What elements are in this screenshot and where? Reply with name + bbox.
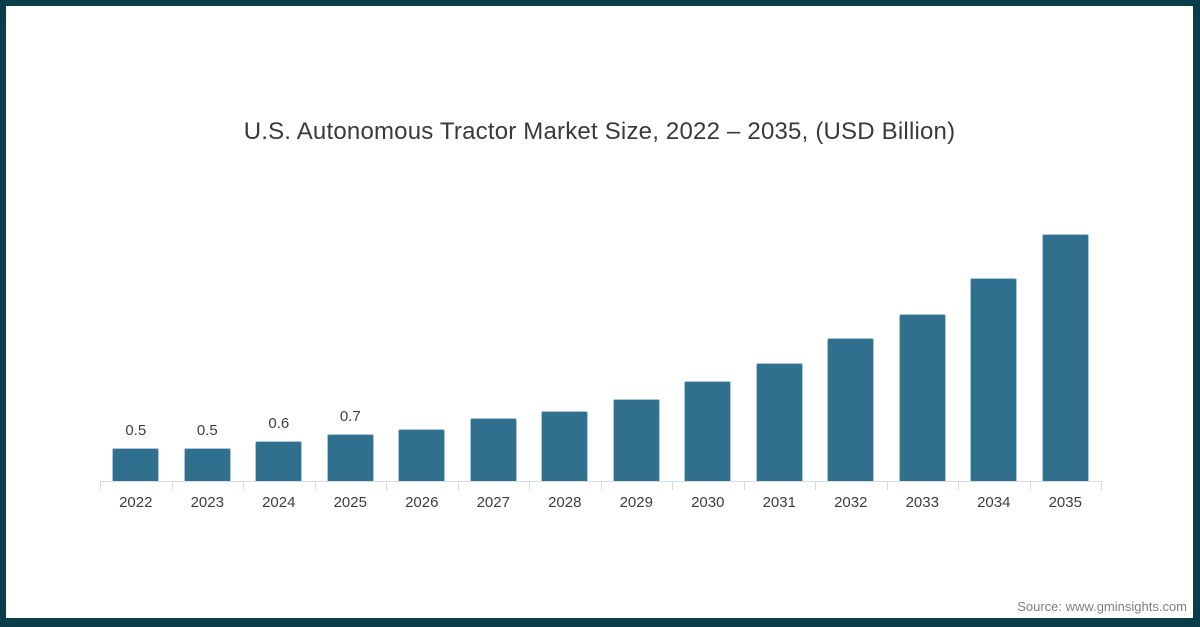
- x-tick-label-2024: 2024: [262, 494, 296, 511]
- bar-slot-2031: [744, 220, 816, 481]
- axis-tick: [1101, 482, 1102, 490]
- x-tick-label-2023: 2023: [190, 494, 224, 511]
- chart-title: U.S. Autonomous Tractor Market Size, 202…: [243, 118, 956, 145]
- axis-tick: [1029, 482, 1031, 490]
- bar-2033: [898, 314, 946, 481]
- bar-2034: [970, 278, 1018, 481]
- bar-2023: [183, 448, 231, 481]
- axis-tick: [886, 482, 888, 490]
- axis-tick: [815, 482, 816, 490]
- bar-2027: [469, 418, 517, 481]
- bar-slot-2032: [815, 220, 887, 481]
- x-axis-line: [100, 481, 1102, 482]
- bar-2022: [112, 448, 160, 481]
- bar-2024: [255, 441, 303, 481]
- x-tick-label-2034: 2034: [977, 494, 1011, 511]
- x-tick-label-2025: 2025: [333, 494, 367, 511]
- x-tick-label-2032: 2032: [834, 494, 868, 511]
- bar-slot-2028: [529, 220, 601, 481]
- x-tick-label-2033: 2033: [905, 494, 939, 511]
- bar-slot-2033: [887, 220, 959, 481]
- bar-slot-2030: [672, 220, 744, 481]
- x-tick-label-2030: 2030: [691, 494, 725, 511]
- bar-2029: [612, 399, 660, 481]
- bar-2026: [398, 429, 446, 481]
- value-label-2024: 0.6: [268, 415, 290, 432]
- bar-2031: [755, 363, 803, 481]
- axis-tick: [743, 482, 745, 490]
- value-label-2023: 0.5: [196, 422, 218, 439]
- axis-tick: [100, 482, 101, 490]
- axis-tick: [171, 482, 173, 490]
- bar-slot-2025: 0.7: [315, 220, 387, 481]
- bar-slot-2035: [1030, 220, 1102, 481]
- axis-tick: [672, 482, 673, 490]
- bar-slot-2027: [458, 220, 530, 481]
- x-tick-label-2029: 2029: [619, 494, 653, 511]
- bar-2035: [1041, 234, 1089, 481]
- bar-2032: [827, 338, 875, 481]
- bar-slot-2026: [386, 220, 458, 481]
- bar-slot-2029: [601, 220, 673, 481]
- axis-tick: [529, 482, 530, 490]
- bar-slot-2034: [958, 220, 1030, 481]
- x-tick-label-2027: 2027: [476, 494, 510, 511]
- plot-area: 0.5 0.5 0.6 0.7: [100, 220, 1101, 481]
- bar-2030: [684, 381, 732, 481]
- bar-2025: [326, 434, 374, 481]
- x-tick-label-2035: 2035: [1048, 494, 1082, 511]
- bar-2028: [541, 411, 589, 481]
- axis-tick: [243, 482, 244, 490]
- axis-tick: [958, 482, 959, 490]
- x-tick-label-2022: 2022: [119, 494, 153, 511]
- chart-canvas: U.S. Autonomous Tractor Market Size, 202…: [6, 6, 1193, 618]
- axis-tick: [457, 482, 459, 490]
- value-label-2022: 0.5: [125, 422, 147, 439]
- axis-tick: [386, 482, 387, 490]
- x-tick-label-2026: 2026: [405, 494, 439, 511]
- x-tick-label-2031: 2031: [762, 494, 796, 511]
- value-label-2025: 0.7: [339, 408, 361, 425]
- axis-tick: [314, 482, 316, 490]
- bar-slot-2024: 0.6: [243, 220, 315, 481]
- bar-slot-2023: 0.5: [172, 220, 244, 481]
- bar-slot-2022: 0.5: [100, 220, 172, 481]
- x-tick-label-2028: 2028: [548, 494, 582, 511]
- x-axis-labels: 2022 2023 2024 2025 2026 2027 2028 2029 2030 2031…: [100, 494, 1101, 511]
- axis-tick: [600, 482, 602, 490]
- source-note: Source: www.gminsights.com: [1017, 599, 1187, 614]
